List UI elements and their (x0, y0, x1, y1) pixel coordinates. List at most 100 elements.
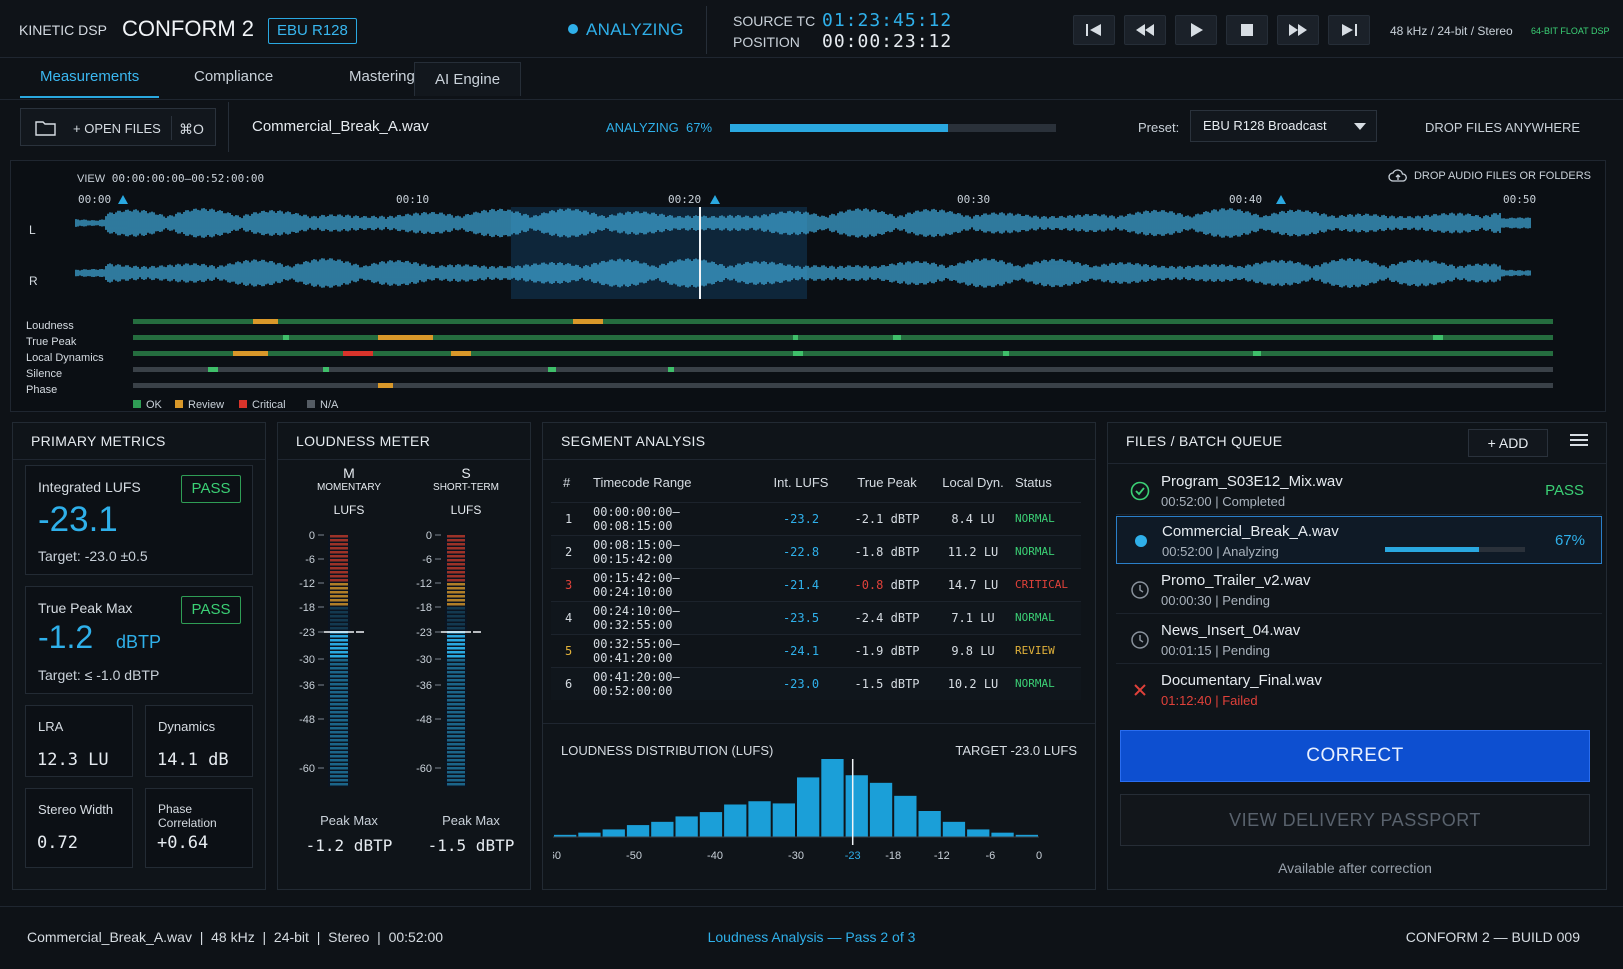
file-progress-fill (1385, 547, 1479, 552)
meter-segment (330, 567, 348, 570)
play-button[interactable] (1175, 15, 1217, 45)
column-header[interactable]: Local Dyn. (942, 475, 1004, 491)
segment-lufs: -23.5 (759, 600, 843, 634)
table-row[interactable]: 5 00:32:55:00–00:41:20:00 -24.1 -1.9 dBTP 9.… (551, 633, 1081, 667)
file-row-documentary-final[interactable]: Documentary_Final.wav 01:12:40 | Failed (1116, 666, 1602, 714)
segment-dynamics: 11.2 LU (931, 534, 1015, 568)
true-peak-unit: dBTP (883, 577, 920, 592)
divider (13, 459, 265, 460)
legend-label: OK (146, 399, 162, 411)
legend-swatch (239, 400, 247, 408)
drop-audio-zone[interactable]: DROP AUDIO FILES OR FOLDERS (1388, 169, 1591, 183)
skip-to-start-button[interactable] (1073, 15, 1115, 45)
lane-track (133, 383, 1553, 388)
meter-segment (447, 779, 465, 782)
meter-segment (330, 659, 348, 662)
meter-segment (447, 635, 465, 638)
meter-segment (447, 687, 465, 690)
file-row-commercial-break-a[interactable]: Commercial_Break_A.wav 00:52:00 | Analyz… (1116, 516, 1602, 564)
table-row[interactable]: 2 00:08:15:00–00:15:42:00 -22.8 -1.8 dBTP 11… (551, 534, 1081, 568)
lane-track (133, 319, 1553, 324)
table-header-row: # Timecode Range Int. LUFS True Peak Loc… (551, 464, 1081, 502)
meter-segment (330, 563, 348, 566)
column-header[interactable]: Status (1015, 475, 1052, 491)
segment-range: 00:15:42:00–00:24:10:00 (587, 567, 759, 601)
file-state: Failed (1222, 693, 1258, 708)
passport-note: Available after correction (1278, 860, 1432, 876)
tab-compliance[interactable]: Compliance (194, 68, 274, 85)
legend-item-ok: OK (133, 399, 162, 411)
column-header[interactable]: True Peak (857, 475, 917, 491)
segment-true-peak: -2.4 dBTP (843, 600, 931, 634)
x-tick-label: -23 (845, 850, 861, 862)
meter-segment (330, 751, 348, 754)
divider (1108, 463, 1606, 464)
meter-scale-label: -6 (305, 554, 315, 566)
rewind-icon (1136, 24, 1154, 36)
waveform-panel: VIEW 00:00:00:00–00:52:00:00 DROP AUDIO … (10, 160, 1606, 412)
fast-forward-button[interactable] (1277, 15, 1319, 45)
meter-segment (447, 559, 465, 562)
integrated-lufs-card: Integrated LUFS PASS -23.1 Target: -23.0… (25, 465, 253, 575)
file-row-program-s03e12[interactable]: Program_S03E12_Mix.wav 00:52:00 | Comple… (1116, 467, 1602, 515)
table-row[interactable]: 6 00:41:20:00–00:52:00:00 -23.0 -1.5 dBTP 10… (551, 666, 1081, 700)
histogram-bar (578, 832, 601, 837)
legend-swatch (133, 400, 141, 408)
true-peak-unit: dBTP (883, 643, 920, 658)
meter-segment (330, 735, 348, 738)
marker-icon[interactable] (118, 195, 128, 204)
meter-segment (447, 663, 465, 666)
histogram-bar (651, 821, 674, 837)
menu-button[interactable] (1570, 433, 1588, 450)
open-files-button[interactable]: + OPEN FILES ⌘O (20, 108, 216, 146)
lane-label-phase: Phase (26, 384, 58, 396)
segment-dynamics: 10.2 LU (931, 666, 1015, 700)
analysis-state: ANALYZING (568, 20, 684, 40)
segment-dynamics: 14.7 LU (931, 567, 1015, 601)
meter-segment (330, 607, 348, 610)
fast-forward-icon (1289, 24, 1307, 36)
skip-to-end-button[interactable] (1328, 15, 1370, 45)
time-tick: 00:40 (1229, 193, 1263, 206)
true-peak-value: -2.1 (854, 511, 884, 526)
segment-number: 1 (551, 501, 587, 535)
table-row[interactable]: 4 00:24:10:00–00:32:55:00 -23.5 -2.4 dBTP 7.… (551, 600, 1081, 634)
short-term-peak-value: -1.5 dBTP (427, 836, 515, 855)
stop-button[interactable] (1226, 15, 1268, 45)
preset-select[interactable]: EBU R128 Broadcast (1190, 110, 1377, 142)
segment-dynamics: 9.8 LU (931, 633, 1015, 667)
waveform-display[interactable] (21, 207, 1596, 312)
add-file-button[interactable]: + ADD (1468, 429, 1548, 457)
meter-segment (330, 571, 348, 574)
meter-segment (330, 783, 348, 786)
dynamics-label: Dynamics (158, 719, 216, 734)
column-header[interactable]: # (563, 475, 571, 491)
meter-segment (330, 703, 348, 706)
view-delivery-passport-button[interactable]: VIEW DELIVERY PASSPORT (1120, 794, 1590, 846)
position-value: 00:00:23:12 (822, 31, 953, 52)
file-duration: 01:12:40 (1161, 693, 1212, 708)
meter-segment (330, 635, 348, 638)
column-header[interactable]: Timecode Range (593, 475, 692, 491)
tab-ai-engine[interactable]: AI Engine (414, 62, 522, 96)
file-row-news-insert[interactable]: News_Insert_04.wav 00:01:15 | Pending (1116, 616, 1602, 664)
file-meta: 00:52:00 | Completed (1161, 494, 1286, 509)
loudness-meter-panel: LOUDNESS METER M MOMENTARY LUFS S SHORT-… (277, 422, 531, 890)
correct-button[interactable]: CORRECT (1120, 730, 1590, 782)
top-bar: KINETIC DSP CONFORM 2 EBU R128 ANALYZING… (0, 0, 1623, 58)
rewind-button[interactable] (1124, 15, 1166, 45)
lane-event (451, 351, 471, 356)
divider (543, 723, 1095, 724)
lra-value: 12.3 LU (37, 750, 109, 770)
analysis-lanes[interactable] (133, 319, 1603, 391)
meter-segment (330, 687, 348, 690)
table-row[interactable]: 1 00:00:00:00–00:08:15:00 -23.2 -2.1 dBTP 8.… (551, 501, 1081, 535)
marker-icon[interactable] (1276, 195, 1286, 204)
tab-measurements[interactable]: Measurements (20, 58, 160, 98)
marker-icon[interactable] (710, 195, 720, 204)
column-header[interactable]: Int. LUFS (773, 475, 829, 491)
tab-mastering[interactable]: Mastering (349, 68, 415, 85)
meter-segment (330, 547, 348, 550)
file-row-promo-trailer[interactable]: Promo_Trailer_v2.wav 00:00:30 | Pending (1116, 566, 1602, 614)
table-row[interactable]: 3 00:15:42:00–00:24:10:00 -21.4 -0.8 dBTP 14… (551, 567, 1081, 601)
